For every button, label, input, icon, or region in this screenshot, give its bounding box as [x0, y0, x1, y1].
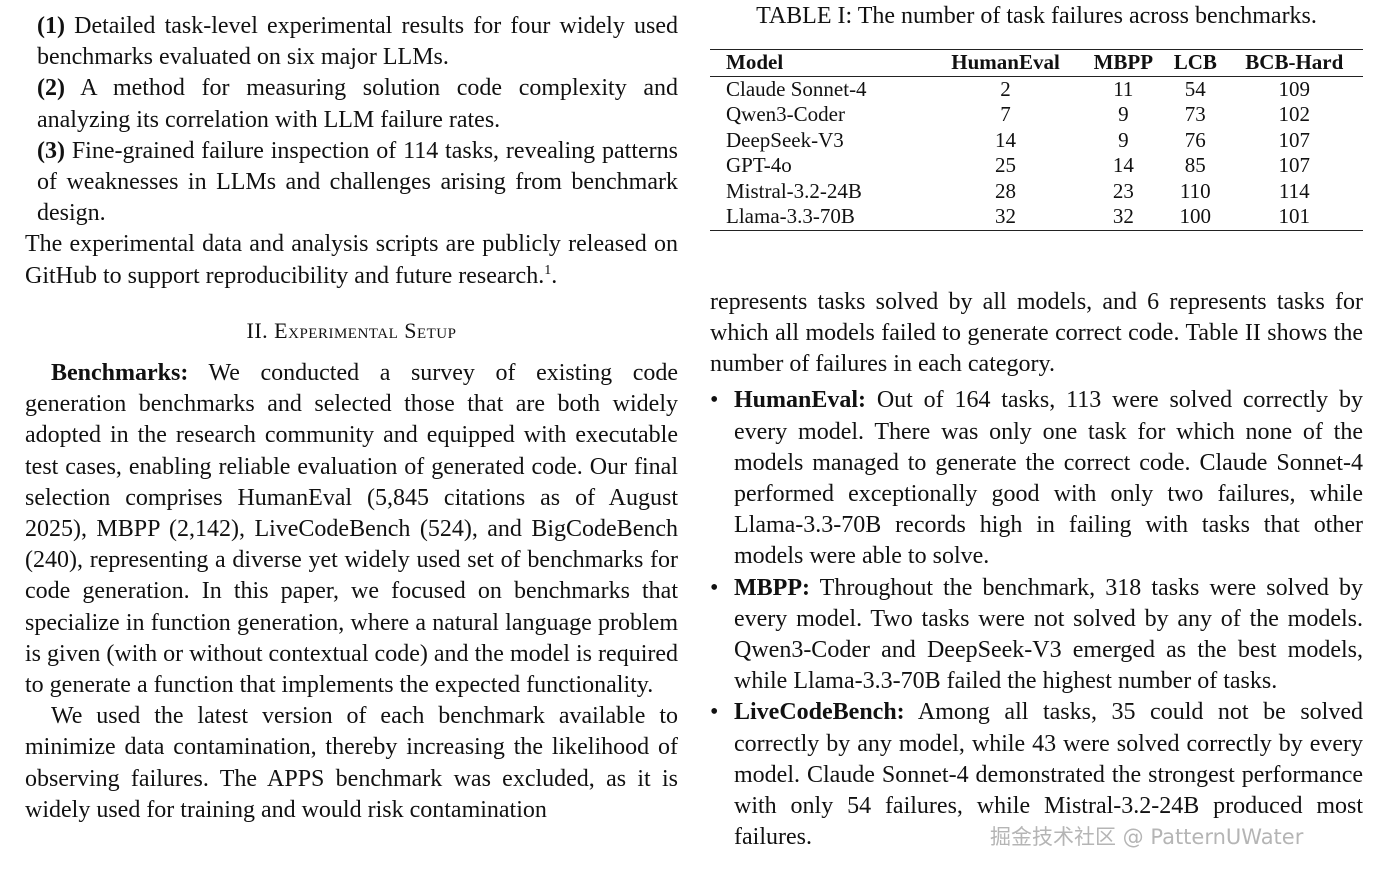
release-end: .	[551, 262, 558, 289]
bullet-item-label: LiveCodeBench:	[734, 699, 905, 726]
table-row: Qwen3-Coder 7 9 73 102	[710, 102, 1363, 128]
contribution-text: A method for measuring solution code com…	[37, 75, 678, 133]
left-column: (1) Detailed task-level experimental res…	[25, 11, 678, 826]
contribution: (3) Fine-grained failure inspection of 1…	[25, 136, 678, 230]
release-note: The experimental data and analysis scrip…	[25, 229, 678, 291]
column-header: BCB-Hard	[1225, 49, 1363, 77]
bullet-item-label: HumanEval:	[734, 387, 867, 414]
bullet-item-label: MBPP:	[734, 574, 810, 601]
failure-count: 85	[1184, 153, 1206, 178]
bullet-item-text: Throughout the benchmark, 318 tasks were…	[734, 574, 1363, 695]
release-text: The experimental data and analysis scrip…	[25, 231, 678, 289]
failure-count: 32	[1112, 204, 1134, 229]
contribution: (1) Detailed task-level experimental res…	[25, 11, 678, 73]
failure-count: 25	[995, 153, 1017, 178]
failure-count: 73	[1184, 102, 1206, 127]
contribution-label: (1)	[37, 13, 65, 39]
bullet-item-text: Among all tasks, 35 could not be solved …	[734, 699, 1363, 851]
failure-count: 9	[1118, 127, 1129, 152]
body-paragraph-text: We conducted a survey of existing code g…	[25, 360, 679, 699]
failure-count: 107	[1278, 127, 1311, 152]
right-column: TABLE I: The number of task failures acr…	[710, 0, 1363, 853]
footnote-mark: 1	[544, 262, 552, 278]
body-paragraph: Benchmarks: We conducted a survey of exi…	[25, 358, 678, 701]
failure-count: 14	[995, 127, 1017, 152]
failure-count: 11	[1113, 76, 1134, 101]
failure-count: 109	[1278, 76, 1311, 101]
bullet-item: LiveCodeBench: Among all tasks, 35 could…	[710, 697, 1363, 853]
model-name: Qwen3-Coder	[726, 102, 845, 127]
table-caption: TABLE I: The number of task failures acr…	[756, 3, 1317, 29]
column-header: LCB	[1165, 49, 1226, 77]
body-paragraph: We used the latest version of each bench…	[25, 701, 678, 826]
bullet-item-text: Out of 164 tasks, 113 were solved correc…	[734, 387, 1363, 570]
contribution: (2) A method for measuring solution code…	[25, 73, 678, 135]
bullet-item: HumanEval: Out of 164 tasks, 113 were so…	[710, 385, 1363, 572]
model-name: DeepSeek-V3	[726, 127, 844, 152]
table-row: GPT-4o 25 14 85 107	[710, 153, 1363, 179]
contribution-label: (2)	[37, 75, 65, 102]
model-name: Claude Sonnet-4	[726, 76, 867, 101]
failure-count: 14	[1112, 153, 1134, 178]
watermark: 掘金技术社区 @ PatternUWater	[990, 825, 1304, 849]
column-header: HumanEval	[929, 49, 1082, 77]
column-header: Model	[710, 49, 930, 77]
model-name: GPT-4o	[726, 153, 792, 178]
failure-count: 54	[1184, 76, 1206, 101]
failure-count: 32	[995, 204, 1017, 229]
failure-count: 2	[1000, 76, 1011, 101]
table-body: Claude Sonnet-4 2 11 54 109 Qwen3-Coder 7 9 73 10…	[710, 76, 1363, 230]
failure-count: 110	[1179, 178, 1211, 203]
column-header: MBPP	[1081, 49, 1166, 77]
failure-count: 107	[1278, 153, 1311, 178]
model-name: Llama-3.3-70B	[726, 204, 855, 229]
table-row: Claude Sonnet-4 2 11 54 109	[710, 76, 1363, 102]
failure-count: 100	[1179, 204, 1212, 229]
failure-count: 76	[1184, 127, 1206, 152]
failure-count: 28	[995, 178, 1017, 203]
contribution-text: Fine-grained failure inspection of 114 t…	[37, 137, 678, 227]
model-name: Mistral-3.2-24B	[726, 178, 862, 203]
paragraph: represents tasks solved by all models, a…	[710, 288, 1363, 378]
contribution-list: (1) Detailed task-level experimental res…	[25, 11, 678, 229]
header-row: Model HumanEval MBPP LCB BCB-Hard	[710, 49, 1363, 77]
body-paragraph-text: We used the latest version of each bench…	[25, 703, 678, 823]
bullet-item: MBPP: Throughout the benchmark, 318 task…	[710, 573, 1363, 698]
table-row: Mistral-3.2-24B 28 23 110 114	[710, 179, 1363, 205]
paragraphs: Benchmarks: We conducted a survey of exi…	[25, 358, 678, 826]
failure-count: 114	[1278, 178, 1310, 203]
failure-count: 23	[1112, 178, 1134, 203]
contribution-text: Detailed task-level experimental results…	[37, 13, 678, 71]
section-heading: II. Experimental Setup	[246, 317, 457, 343]
contribution-label: (3)	[37, 137, 65, 164]
failure-count: 101	[1278, 204, 1311, 229]
failure-count: 7	[1000, 102, 1011, 127]
failure-count: 9	[1118, 102, 1129, 127]
failure-count: 102	[1278, 102, 1311, 127]
results-table: Model HumanEval MBPP LCB BCB-Hard Claude Sonn…	[710, 49, 1363, 231]
table-row: Llama-3.3-70B 32 32 100 101	[710, 204, 1363, 230]
body-paragraph-label: Benchmarks:	[51, 360, 189, 387]
bullet-list: HumanEval: Out of 164 tasks, 113 were so…	[710, 385, 1363, 853]
table-row: DeepSeek-V3 14 9 76 107	[710, 128, 1363, 154]
